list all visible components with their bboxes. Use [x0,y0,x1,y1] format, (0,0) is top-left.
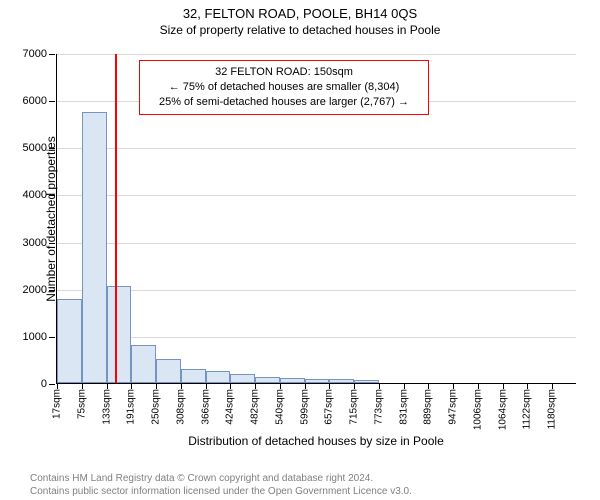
y-tick-label: 3000 [23,237,47,249]
y-tick [49,337,55,338]
y-tick [49,290,55,291]
histogram-bar [131,345,156,383]
plot-area: Number of detached properties 32 FELTON … [56,54,576,384]
x-tick-label: 1180sqm [547,389,558,429]
y-tick [49,243,55,244]
y-axis-label: Number of detached properties [44,136,58,301]
x-tick-label: 773sqm [373,389,384,425]
footer-line-2: Contains public sector information licen… [30,485,412,498]
histogram-bar [206,371,231,383]
x-tick-label: 366sqm [200,389,211,425]
info-line-1: 32 FELTON ROAD: 150sqm [150,65,418,80]
x-tick-label: 889sqm [423,389,434,425]
histogram-bar [156,359,181,383]
gridline [57,290,576,291]
histogram-bar [305,379,330,383]
chart-container: 32, FELTON ROAD, POOLE, BH14 0QS Size of… [0,6,600,500]
marker-line [115,54,117,383]
gridline [57,337,576,338]
footer-line-1: Contains HM Land Registry data © Crown c… [30,472,412,485]
x-tick-label: 482sqm [250,389,261,425]
x-tick-label: 191sqm [126,389,137,425]
info-box: 32 FELTON ROAD: 150sqm ← 75% of detached… [139,60,429,115]
x-tick-label: 947sqm [448,389,459,425]
y-tick-label: 1000 [23,331,47,343]
histogram-bar [181,369,206,383]
histogram-bar [280,378,305,383]
y-tick [49,384,55,385]
y-tick-label: 7000 [23,48,47,60]
histogram-bar [57,299,82,383]
x-tick-label: 599sqm [299,389,310,425]
info-line-2: ← 75% of detached houses are smaller (8,… [150,80,418,95]
x-tick-label: 308sqm [175,389,186,425]
histogram-bar [255,377,280,383]
x-tick-label: 133sqm [101,389,112,425]
x-tick-label: 831sqm [398,389,409,425]
x-axis-label: Distribution of detached houses by size … [56,434,576,448]
page-title: 32, FELTON ROAD, POOLE, BH14 0QS [0,6,600,21]
info-line-3: 25% of semi-detached houses are larger (… [150,95,418,110]
x-tick-label: 715sqm [349,389,360,425]
y-tick [49,54,55,55]
x-tick-label: 1006sqm [472,389,483,430]
y-tick [49,148,55,149]
y-tick [49,101,55,102]
x-tick-label: 1064sqm [497,389,508,430]
y-tick-label: 6000 [23,95,47,107]
gridline [57,54,576,55]
x-tick-label: 1122sqm [522,389,533,429]
x-tick-label: 540sqm [274,389,285,425]
gridline [57,148,576,149]
histogram-bar [107,286,132,383]
y-tick-label: 5000 [23,142,47,154]
y-tick-label: 4000 [23,189,47,201]
x-tick-label: 17sqm [52,389,63,419]
y-tick [49,195,55,196]
x-tick-label: 250sqm [151,389,162,425]
gridline [57,195,576,196]
histogram-bar [329,379,354,383]
footer: Contains HM Land Registry data © Crown c… [30,472,412,498]
x-tick-label: 657sqm [324,389,335,425]
gridline [57,243,576,244]
histogram-bar [354,380,379,383]
x-tick-label: 424sqm [225,389,236,425]
histogram-bar [230,374,255,383]
page-subtitle: Size of property relative to detached ho… [0,23,600,37]
histogram-bar [82,112,107,383]
y-tick-label: 0 [41,378,47,390]
x-tick-label: 75sqm [76,389,87,419]
y-tick-label: 2000 [23,284,47,296]
